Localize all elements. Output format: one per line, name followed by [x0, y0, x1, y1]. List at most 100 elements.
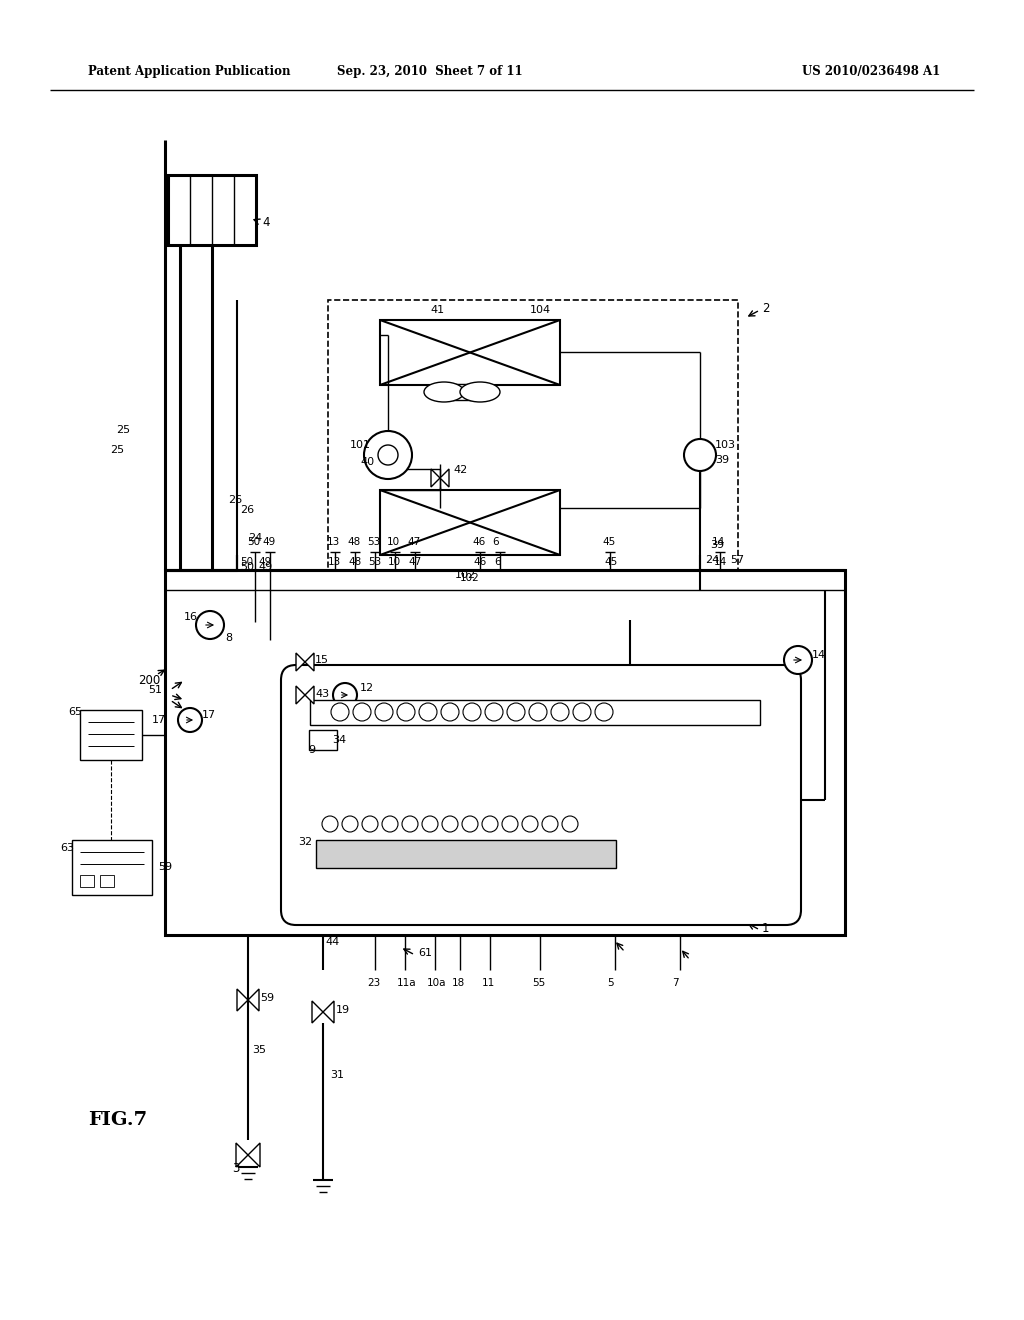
Circle shape: [178, 708, 202, 733]
Text: 3: 3: [232, 1162, 240, 1175]
Text: 12: 12: [360, 682, 374, 693]
Text: 2: 2: [762, 301, 769, 314]
Bar: [316, 840, 616, 869]
Text: 8: 8: [225, 634, 232, 643]
Text: 17: 17: [152, 715, 166, 725]
Bar: [309, 730, 337, 750]
Text: 49: 49: [258, 562, 272, 572]
Text: 4: 4: [262, 215, 269, 228]
Polygon shape: [312, 1001, 323, 1023]
Text: 63: 63: [60, 843, 74, 853]
Polygon shape: [237, 989, 248, 1011]
Polygon shape: [323, 1001, 334, 1023]
Circle shape: [196, 611, 224, 639]
Circle shape: [362, 816, 378, 832]
Bar: [80, 710, 142, 760]
Text: 10: 10: [388, 557, 401, 568]
Text: 50: 50: [247, 537, 260, 546]
Text: 59: 59: [260, 993, 274, 1003]
Text: 57: 57: [730, 554, 744, 565]
Polygon shape: [296, 686, 305, 704]
Text: 45: 45: [602, 537, 615, 546]
Bar: [452, 384, 472, 400]
Text: 50: 50: [240, 557, 253, 568]
Circle shape: [331, 704, 349, 721]
Bar: [310, 700, 760, 725]
Text: 46: 46: [473, 557, 486, 568]
Text: 61: 61: [418, 948, 432, 958]
Text: 35: 35: [252, 1045, 266, 1055]
Circle shape: [419, 704, 437, 721]
Circle shape: [375, 704, 393, 721]
Text: 10a: 10a: [427, 978, 446, 987]
Text: 48: 48: [347, 537, 360, 546]
Circle shape: [595, 704, 613, 721]
Text: 47: 47: [408, 557, 421, 568]
Text: 103: 103: [715, 440, 736, 450]
Text: 47: 47: [407, 537, 420, 546]
Text: 25: 25: [110, 445, 124, 455]
Text: 34: 34: [332, 735, 346, 744]
Text: 11: 11: [482, 978, 496, 987]
Circle shape: [397, 704, 415, 721]
Text: 7: 7: [672, 978, 679, 987]
Text: 25: 25: [116, 425, 130, 436]
Circle shape: [382, 816, 398, 832]
Bar: [72, 840, 152, 895]
Text: 10: 10: [387, 537, 400, 546]
Text: 39: 39: [715, 455, 729, 465]
Text: 50: 50: [240, 562, 254, 572]
Polygon shape: [440, 469, 449, 487]
FancyBboxPatch shape: [281, 665, 801, 925]
Bar: [100, 875, 114, 887]
Text: 49: 49: [258, 557, 271, 568]
Circle shape: [485, 704, 503, 721]
Circle shape: [507, 704, 525, 721]
Text: 1: 1: [762, 921, 769, 935]
Text: 13: 13: [328, 557, 341, 568]
Circle shape: [529, 704, 547, 721]
Polygon shape: [236, 1143, 248, 1167]
Text: 14: 14: [714, 557, 727, 568]
Text: 200: 200: [138, 673, 160, 686]
Circle shape: [462, 816, 478, 832]
Bar: [328, 300, 738, 570]
Text: 16: 16: [184, 612, 198, 622]
Bar: [80, 875, 94, 887]
Circle shape: [551, 704, 569, 721]
Circle shape: [502, 816, 518, 832]
Text: 24: 24: [248, 533, 262, 543]
Text: 26: 26: [228, 495, 242, 506]
Text: 101: 101: [350, 440, 371, 450]
Circle shape: [402, 816, 418, 832]
Circle shape: [463, 704, 481, 721]
Text: 53: 53: [368, 557, 381, 568]
Text: 59: 59: [158, 862, 172, 873]
Bar: [165, 570, 845, 935]
Text: 31: 31: [330, 1071, 344, 1080]
Text: 15: 15: [315, 655, 329, 665]
Bar: [380, 319, 560, 385]
Bar: [380, 490, 560, 554]
Circle shape: [482, 816, 498, 832]
Polygon shape: [305, 686, 314, 704]
Text: 19: 19: [336, 1005, 350, 1015]
Text: US 2010/0236498 A1: US 2010/0236498 A1: [802, 66, 940, 78]
Text: 39: 39: [710, 540, 724, 550]
Text: 102: 102: [455, 570, 476, 579]
Circle shape: [522, 816, 538, 832]
Circle shape: [364, 432, 412, 479]
Text: 51: 51: [148, 685, 162, 696]
Circle shape: [353, 704, 371, 721]
Circle shape: [562, 816, 578, 832]
Text: 46: 46: [472, 537, 485, 546]
Ellipse shape: [460, 381, 500, 403]
Circle shape: [333, 682, 357, 708]
Polygon shape: [248, 989, 259, 1011]
Text: 45: 45: [604, 557, 617, 568]
Circle shape: [342, 816, 358, 832]
Text: 5: 5: [607, 978, 613, 987]
Bar: [168, 176, 256, 246]
Text: 65: 65: [68, 708, 82, 717]
Polygon shape: [431, 469, 440, 487]
